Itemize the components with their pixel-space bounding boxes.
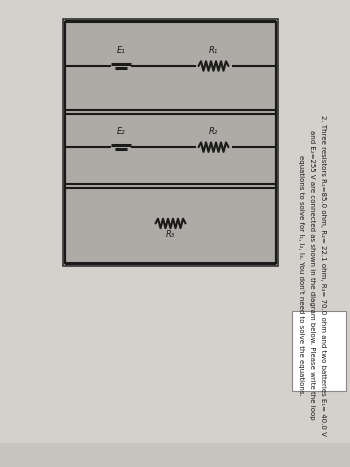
- Text: 2. Three resistors R₁=85.0 ohm, R₂= 22.1 ohm, R₃= 70.0 ohm and two batteries E₁=: 2. Three resistors R₁=85.0 ohm, R₂= 22.1…: [320, 114, 326, 435]
- Text: R₁: R₁: [209, 46, 218, 55]
- FancyBboxPatch shape: [292, 311, 346, 391]
- Text: E₁: E₁: [117, 46, 125, 55]
- Text: R₂: R₂: [209, 127, 218, 136]
- FancyBboxPatch shape: [0, 0, 350, 443]
- Text: equations to solve for I₁, I₂, I₃. You don’t need to solve the equations.: equations to solve for I₁, I₂, I₃. You d…: [298, 155, 304, 396]
- Text: E₂: E₂: [117, 127, 125, 136]
- FancyBboxPatch shape: [63, 19, 278, 266]
- Text: R₃: R₃: [166, 230, 175, 239]
- Text: and E₂=255 V are connected as shown in the diagram below. Please write the loop: and E₂=255 V are connected as shown in t…: [309, 130, 315, 420]
